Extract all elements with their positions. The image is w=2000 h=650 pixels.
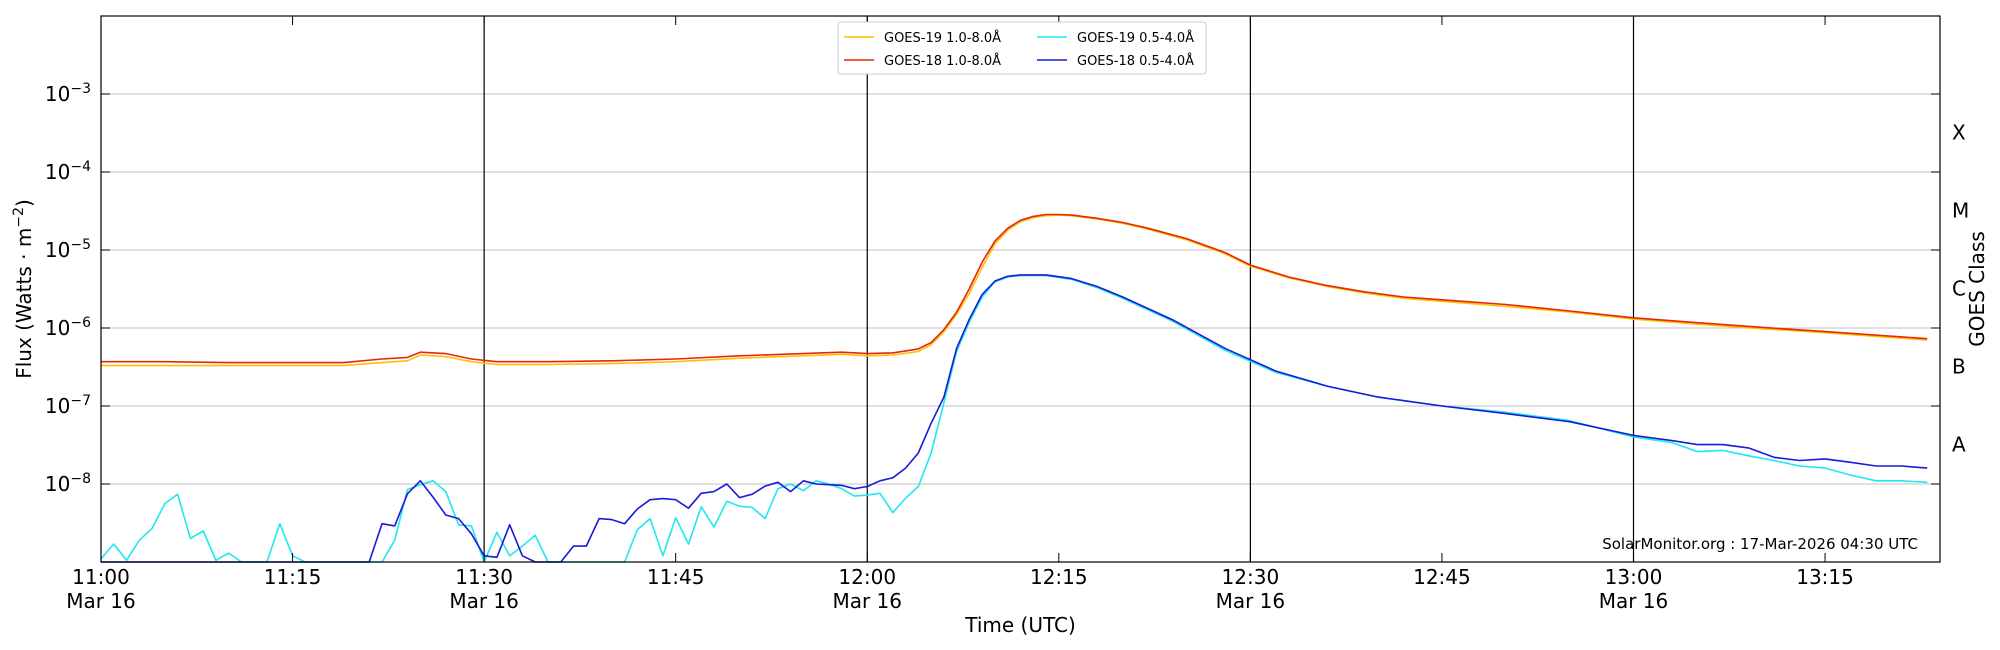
y-tick-label: 10−6	[45, 315, 91, 340]
y-tick-mantissa: 10	[45, 238, 70, 262]
x-tick-label: 12:30	[1222, 565, 1280, 589]
y-tick-label: 10−5	[45, 237, 91, 262]
plot-frame	[100, 15, 1941, 563]
goes-class-label: X	[1952, 121, 1966, 145]
x-tick-date-label: Mar 16	[449, 589, 519, 613]
x-tick-label: 12:15	[1030, 565, 1088, 589]
y-tick-exponent: −7	[70, 393, 91, 409]
legend-label: GOES-19 0.5-4.0Å	[1077, 30, 1194, 46]
series-line	[101, 214, 1928, 367]
goes-class-label: A	[1952, 433, 1966, 457]
goes-class-label: M	[1952, 199, 1969, 223]
legend: GOES-19 1.0-8.0Å GOES-18 1.0-8.0Å GOES-19 …	[837, 21, 1207, 75]
y-axis-title-exponent: −2	[11, 207, 27, 228]
x-tick-date-label: Mar 16	[832, 589, 902, 613]
goes-class-axis-title: GOES Class	[1965, 231, 1989, 347]
x-tick-label: 11:15	[264, 565, 322, 589]
y-tick-mantissa: 10	[45, 316, 70, 340]
x-tick-label: 12:45	[1413, 565, 1471, 589]
series-line	[101, 274, 1928, 563]
credit-text: SolarMonitor.org : 17-Mar-2026 04:30 UTC	[1602, 535, 1918, 553]
y-tick-mantissa: 10	[45, 394, 70, 418]
y-tick-label: 10−7	[45, 393, 91, 418]
goes-class-label: B	[1952, 355, 1966, 379]
x-tick-date-label: Mar 16	[66, 589, 136, 613]
y-tick-label: 10−3	[45, 81, 91, 106]
y-axis-title-main: Flux (Watts · m	[12, 228, 36, 379]
x-tick-label: 12:00	[838, 565, 896, 589]
y-tick-label: 10−4	[45, 159, 91, 184]
y-axis-title: Flux (Watts · m−2)	[11, 199, 36, 379]
y-tick-label: 10−8	[45, 471, 91, 496]
y-tick-exponent: −5	[70, 237, 91, 253]
day-markers	[483, 16, 1635, 562]
x-tick-date-label: Mar 16	[1599, 589, 1669, 613]
goes-class-label: C	[1952, 277, 1966, 301]
x-tick-label: 13:00	[1605, 565, 1663, 589]
legend-label: GOES-18 1.0-8.0Å	[884, 53, 1001, 69]
y-tick-exponent: −8	[70, 471, 91, 487]
y-tick-exponent: −4	[70, 159, 91, 175]
y-axis-title-close: )	[12, 199, 36, 207]
y-tick-exponent: −6	[70, 315, 91, 331]
legend-box	[837, 21, 1207, 75]
y-tick-exponent: −3	[70, 81, 91, 97]
x-axis-title: Time (UTC)	[964, 613, 1076, 637]
x-tick-date-label: Mar 16	[1216, 589, 1286, 613]
x-tick-label: 11:45	[647, 565, 705, 589]
x-tick-label: 11:30	[455, 565, 513, 589]
legend-label: GOES-18 0.5-4.0Å	[1077, 53, 1194, 69]
y-tick-mantissa: 10	[45, 160, 70, 184]
x-tick-label: 11:00	[72, 565, 130, 589]
legend-label: GOES-19 1.0-8.0Å	[884, 30, 1001, 46]
y-tick-mantissa: 10	[45, 82, 70, 106]
y-tick-mantissa: 10	[45, 472, 70, 496]
series-line	[101, 213, 1928, 364]
x-tick-label: 13:15	[1796, 565, 1854, 589]
